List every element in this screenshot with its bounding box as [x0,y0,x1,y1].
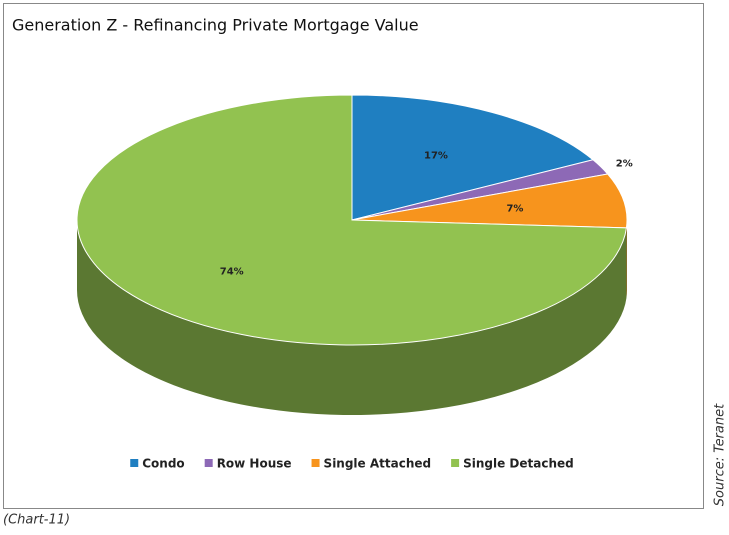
legend: Condo Row House Single Attached Single Deta… [130,457,574,471]
pie-slice [76,94,628,346]
pie: 17% 2% 7% 74% [76,94,633,415]
pie-slice [351,94,595,221]
slice-side [77,220,627,415]
data-label: 7% [506,203,523,214]
source-note: Source: Teranet [713,403,728,506]
legend-label: Row House [217,457,292,471]
data-label: 17% [424,150,448,161]
chart-title: Generation Z - Refinancing Private Mortg… [12,16,419,35]
data-label: 74% [220,266,244,277]
data-label: 2% [616,159,633,170]
legend-label: Condo [142,457,184,471]
chart-caption: (Chart-11) [3,513,70,528]
pie-slice [351,173,628,229]
legend-label: Single Attached [324,457,432,471]
legend-swatch [451,459,460,467]
legend-swatch [130,459,139,467]
legend-swatch [204,459,213,467]
slice-side [626,220,627,298]
legend-label: Single Detached [463,457,574,471]
legend-swatch [311,459,320,467]
